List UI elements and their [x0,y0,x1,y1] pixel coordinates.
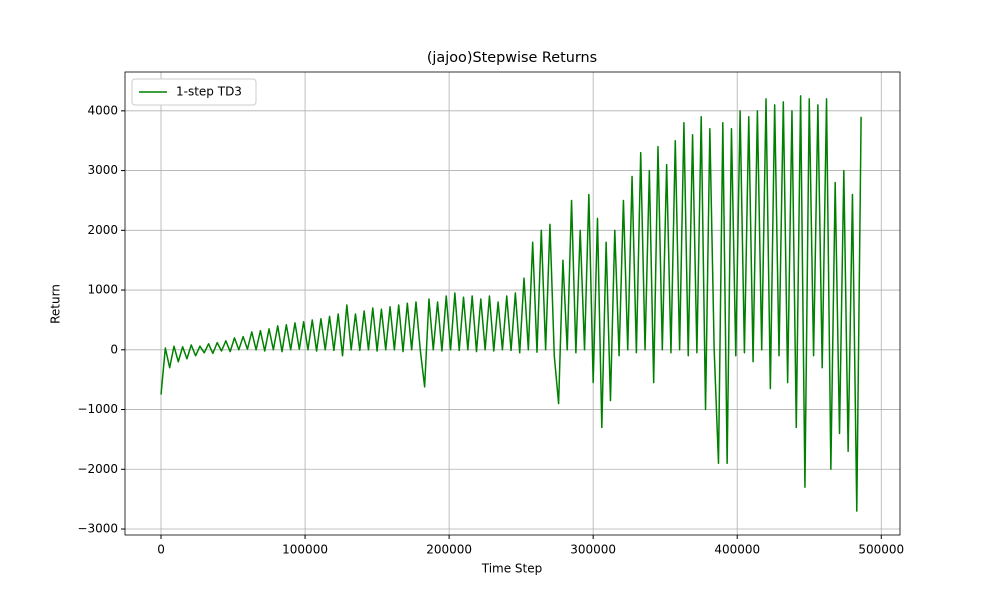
y-tick-label: 0 [110,342,118,356]
y-tick-label: 2000 [87,223,118,237]
x-axis-label: Time Step [481,562,543,576]
x-tick-label: 500000 [858,543,904,557]
series-line [160,95,862,512]
x-tick-label: 400000 [714,543,760,557]
chart-title: (jajoo)Stepwise Returns [427,50,597,66]
legend-box [131,78,257,106]
y-tick-label: −1000 [77,402,118,416]
y-tick-label: −2000 [77,462,118,476]
y-tick-label: 4000 [87,103,118,117]
x-tick-label: 200000 [426,543,472,557]
y-tick-label: 3000 [87,163,118,177]
x-tick-label: 100000 [282,543,328,557]
plot-frame [124,71,901,536]
x-tick-label: 300000 [570,543,616,557]
y-tick-label: −3000 [77,522,118,536]
x-tick-label: 0 [157,543,165,557]
legend-label: 1-step TD3 [176,85,242,99]
y-tick-label: 1000 [87,283,118,297]
y-axis-label: Return [49,284,63,324]
